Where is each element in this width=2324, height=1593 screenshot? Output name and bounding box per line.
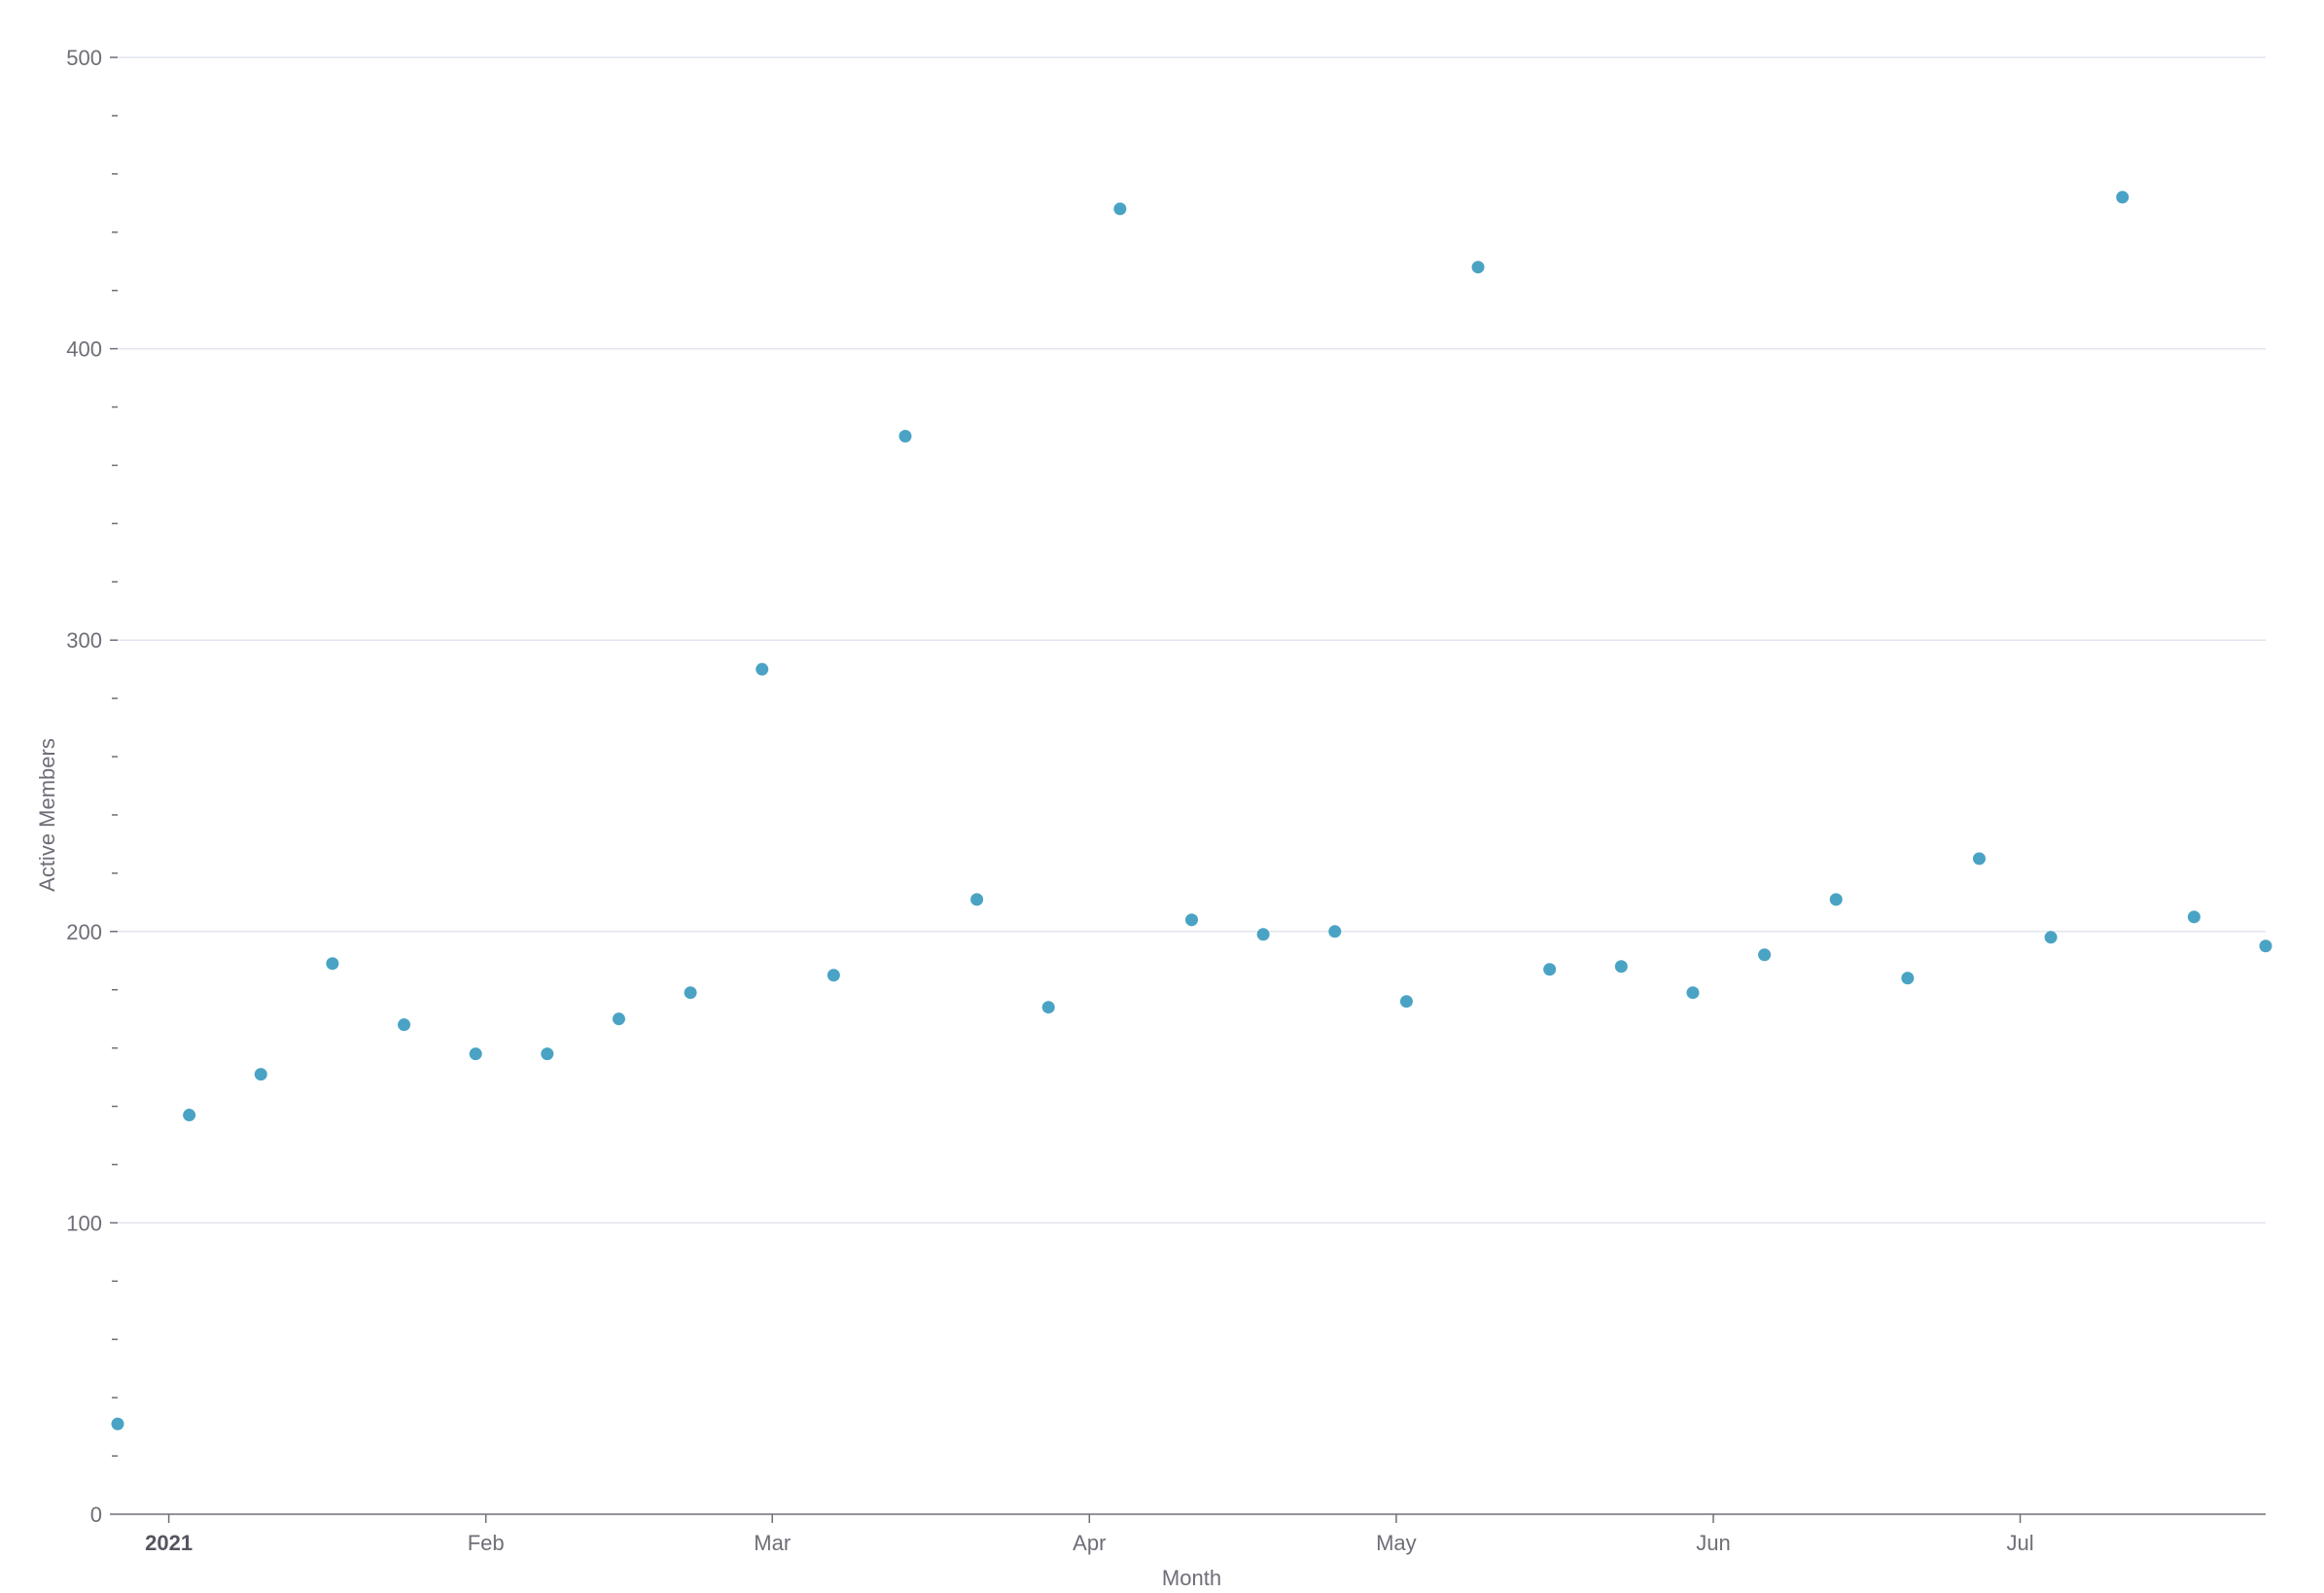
x-tick-label: Mar <box>754 1531 791 1555</box>
data-point <box>326 957 339 971</box>
data-point <box>1185 913 1198 927</box>
data-point <box>1972 852 1986 866</box>
data-point <box>1399 995 1413 1009</box>
y-tick-label: 200 <box>66 920 102 944</box>
y-axis-title: Active Members <box>35 738 59 892</box>
data-point <box>111 1417 124 1431</box>
y-tick-label: 500 <box>66 46 102 70</box>
data-point <box>1328 925 1342 938</box>
data-point <box>898 429 912 442</box>
data-point <box>1256 928 1270 941</box>
data-point <box>1901 972 1915 985</box>
data-point <box>970 893 984 906</box>
x-tick-label: Jun <box>1696 1531 1730 1555</box>
y-tick-label: 400 <box>66 337 102 362</box>
y-axis: 0 100 200 300 400 500 <box>66 46 118 1527</box>
y-tick-label: 0 <box>90 1503 102 1527</box>
data-point <box>1829 893 1843 906</box>
data-point <box>254 1068 267 1081</box>
data-point <box>756 662 769 676</box>
data-point <box>2044 931 2058 944</box>
data-point <box>684 986 697 1000</box>
x-tick-label: May <box>1376 1531 1417 1555</box>
data-point <box>2187 910 2201 924</box>
y-tick-label: 100 <box>66 1211 102 1235</box>
x-axis: 2021 Feb Mar Apr May Jun Jul <box>118 1513 2266 1555</box>
data-points <box>111 191 2272 1431</box>
data-point <box>2259 939 2272 953</box>
data-point <box>612 1012 625 1026</box>
data-point <box>1758 948 1772 962</box>
x-tick-label: 2021 <box>145 1531 193 1555</box>
data-point <box>2116 191 2130 204</box>
data-point <box>1471 261 1485 274</box>
data-point <box>183 1109 196 1122</box>
data-point <box>541 1047 554 1061</box>
x-tick-label: Jul <box>2006 1531 2033 1555</box>
data-point <box>1543 963 1557 976</box>
data-point <box>1041 1001 1055 1014</box>
data-point <box>1113 202 1127 216</box>
data-point <box>827 969 840 982</box>
data-point <box>469 1047 482 1061</box>
y-gridlines <box>118 56 2266 1224</box>
x-tick-label: Apr <box>1073 1531 1106 1555</box>
x-tick-label: Feb <box>468 1531 505 1555</box>
data-point <box>1686 986 1700 1000</box>
y-tick-label: 300 <box>66 628 102 653</box>
data-point <box>1614 960 1628 974</box>
x-axis-title: Month <box>1162 1566 1221 1590</box>
data-point <box>398 1018 411 1032</box>
